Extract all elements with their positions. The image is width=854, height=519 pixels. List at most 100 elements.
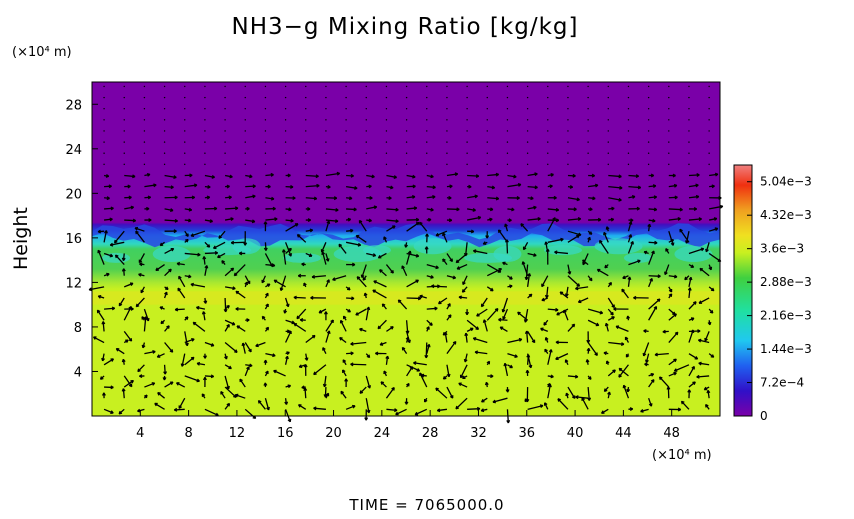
y-tick-label: 8 [74,321,82,336]
wind-vector [607,281,612,288]
wind-vector [345,404,356,410]
wind-vector [567,173,576,178]
wind-vector [104,217,113,222]
wind-vector [224,96,226,99]
wind-vector [556,308,569,316]
wind-vector [648,278,653,288]
wind-vector [345,85,347,88]
wind-vector [405,250,412,265]
wind-vector [325,184,331,189]
wind-vector [462,375,468,380]
wind-vector [665,248,670,254]
wind-vector [255,341,266,348]
wind-vector [325,96,327,99]
wind-vector [140,286,145,294]
wind-vector [625,353,630,358]
wind-vector [526,130,529,132]
wind-vector [621,288,629,299]
wind-vector [506,130,509,132]
wind-vector [587,386,592,401]
wind-vector [184,356,195,366]
wind-vector [325,85,327,88]
wind-vector [204,174,216,179]
y-axis-unit: (×10⁴ m) [12,45,72,60]
wind-vector [622,384,630,399]
y-tick-label: 16 [65,232,82,247]
wind-vector [103,85,105,88]
wind-vector [520,223,529,232]
colorbar-label: 7.2e−4 [760,376,804,390]
wind-vector [164,185,174,190]
wind-vector [184,195,196,200]
wind-vector [109,241,125,247]
wind-vector [555,340,568,345]
wind-vector [567,141,569,143]
wind-vector [426,343,431,354]
wind-vector [224,353,228,360]
wind-vector [668,85,670,88]
wind-vector [658,376,670,388]
wind-vector [413,361,427,366]
wind-vector [204,206,218,211]
wind-vector [487,196,500,201]
wind-vector [244,108,246,110]
wind-vector [405,152,408,154]
wind-vector [426,85,428,88]
wind-vector [196,361,206,366]
wind-vector [605,226,610,232]
wind-vector [486,108,488,110]
wind-vector [466,163,468,166]
wind-vector [346,217,352,222]
wind-vector [204,219,213,223]
wind-vector [157,392,165,399]
wind-vector [486,308,499,321]
wind-vector [190,230,206,237]
wind-vector [664,264,670,276]
wind-vector [526,353,533,369]
wind-vector [301,262,306,267]
wind-vector [486,130,488,132]
wind-vector [506,152,509,154]
wind-vector [547,382,551,388]
wind-vector [466,215,482,221]
wind-vector [184,108,186,110]
wind-vector [381,303,387,310]
wind-vector [446,152,448,154]
wind-vector [406,174,416,179]
wind-vector [244,342,252,353]
wind-vector [406,296,422,301]
wind-vector [385,355,390,365]
wind-vector [121,388,126,399]
wind-vector [567,374,579,379]
wind-vector [224,152,226,154]
wind-vector [406,252,420,258]
wind-vector [204,374,215,379]
wind-vector [442,330,448,336]
wind-vector [446,303,451,310]
wind-vector [647,152,650,154]
wind-vector [588,196,596,201]
wind-vector [567,130,569,132]
wind-vector [377,319,387,330]
wind-vector [507,284,513,289]
wind-vector [446,85,448,88]
wind-vector [547,172,554,177]
wind-vector [320,242,327,253]
wind-vector [264,253,273,267]
wind-vector [688,207,698,211]
wind-vector [543,402,549,410]
wind-vector [123,130,125,132]
wind-vector [137,364,145,373]
wind-vector [385,163,388,166]
wind-vector [285,351,290,356]
wind-vector [340,390,347,399]
wind-vector [405,141,408,143]
wind-vector [567,185,574,189]
wind-vector [642,342,650,357]
wind-vector [709,184,715,189]
wind-vector [144,382,156,388]
wind-vector [662,329,669,334]
wind-vector [101,353,106,362]
wind-vector [202,376,207,388]
wind-vector [138,253,145,264]
